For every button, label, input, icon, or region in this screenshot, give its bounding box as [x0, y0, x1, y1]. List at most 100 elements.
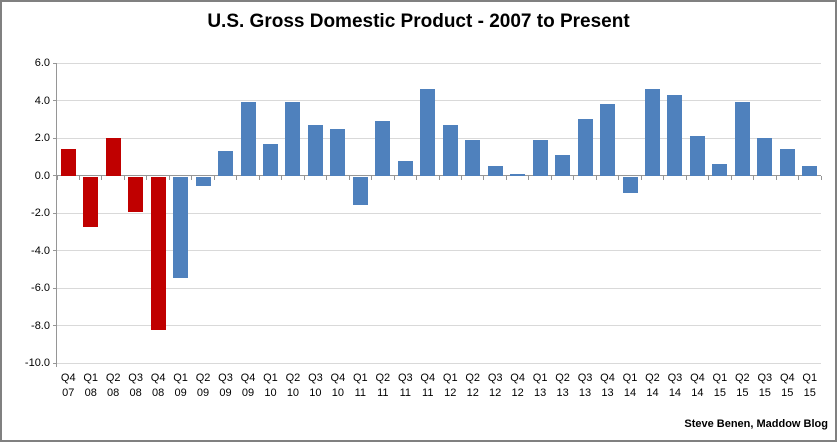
x-tick-label: Q3 11	[397, 372, 413, 399]
gridline--6.0	[57, 287, 821, 289]
x-axis-tick	[595, 175, 597, 180]
y-axis-tick	[53, 250, 57, 251]
x-axis-tick	[56, 175, 58, 180]
x-tick-label: Q4 08	[150, 372, 166, 399]
bar-Q4-11	[420, 89, 436, 176]
x-tick-label: Q3 08	[128, 372, 143, 399]
x-axis-tick	[371, 175, 373, 180]
x-axis-tick	[730, 175, 732, 180]
x-tick-label: Q1 09	[173, 372, 188, 399]
bar-Q4-12	[510, 173, 526, 176]
y-axis-tick	[53, 362, 57, 364]
bar-Q3-08	[128, 176, 144, 213]
x-axis-tick	[146, 175, 148, 180]
y-axis-tick	[53, 62, 57, 64]
x-axis-tick	[775, 175, 777, 180]
bar-Q1-13	[532, 139, 548, 176]
x-tick-label: Q3 12	[487, 372, 503, 399]
x-tick-label: Q3 15	[757, 372, 773, 399]
gridline-4.0	[57, 100, 821, 101]
x-tick-label: Q1 12	[442, 372, 458, 399]
bar-Q1-10	[262, 143, 278, 176]
y-tick-label: 0.0	[34, 169, 50, 182]
x-axis-tick	[753, 175, 755, 180]
y-tick-label: -2.0	[31, 207, 50, 219]
x-axis-tick	[258, 175, 260, 180]
bar-Q1-12	[442, 124, 458, 176]
x-tick-label: Q4 14	[690, 372, 705, 399]
y-axis-tick	[53, 212, 57, 214]
x-axis-tick	[820, 175, 822, 180]
bar-Q2-08	[105, 138, 121, 176]
x-axis-tick	[640, 175, 642, 180]
bar-Q2-09	[195, 176, 211, 186]
x-axis-tick	[281, 175, 283, 180]
gridline--2.0	[57, 212, 821, 214]
x-axis-tick	[326, 175, 328, 180]
x-axis-tick	[618, 175, 620, 180]
x-axis-tick	[236, 175, 238, 180]
bar-Q1-09	[173, 176, 189, 278]
y-tick-label: 2.0	[34, 132, 50, 144]
x-axis-tick	[78, 175, 80, 180]
x-tick-label: Q1 14	[622, 372, 638, 399]
y-axis-tick	[53, 175, 57, 176]
y-tick-label: 4.0	[34, 94, 50, 107]
y-tick-label: -4.0	[31, 244, 50, 257]
x-axis-tick	[460, 175, 462, 180]
x-axis-tick	[798, 175, 800, 180]
x-tick-label: Q1 13	[532, 372, 548, 399]
x-tick-label: Q2 12	[465, 372, 481, 399]
x-axis-tick	[303, 175, 305, 180]
x-tick-label: Q4 10	[330, 372, 346, 399]
y-tick-label: -10.0	[24, 357, 50, 369]
x-axis-tick	[550, 175, 552, 180]
x-tick-label: Q4 13	[600, 372, 615, 399]
y-axis-tick	[53, 100, 57, 101]
x-tick-label: Q2 15	[735, 372, 750, 399]
x-axis-tick	[213, 175, 215, 180]
x-tick-label: Q1 10	[263, 372, 278, 399]
x-tick-label: Q1 08	[83, 372, 99, 399]
bar-Q1-14	[622, 176, 638, 194]
bar-Q2-14	[644, 89, 660, 176]
bar-Q3-15	[757, 138, 773, 176]
x-tick-label: Q1 15	[802, 372, 818, 399]
bar-Q1-11	[352, 176, 368, 205]
gridline-6.0	[57, 62, 821, 64]
x-axis-tick	[528, 175, 530, 180]
x-axis-tick	[505, 175, 507, 180]
x-tick-label: Q3 14	[667, 372, 683, 399]
x-tick-label: Q4 15	[779, 372, 795, 399]
x-axis-tick	[573, 175, 575, 180]
bar-Q2-15	[734, 102, 750, 176]
y-axis-tick	[53, 287, 57, 289]
x-axis-tick	[438, 175, 440, 180]
x-axis-tick	[685, 175, 687, 180]
x-tick-label: Q2 13	[555, 372, 570, 399]
bar-Q4-14	[689, 136, 705, 176]
bar-Q2-13	[555, 154, 571, 176]
bar-Q2-11	[375, 121, 391, 176]
x-tick-label: Q2 14	[645, 372, 660, 399]
x-tick-label: Q4 11	[420, 372, 436, 399]
y-tick-label: 6.0	[34, 57, 50, 69]
bar-Q3-11	[397, 160, 413, 176]
bar-Q3-13	[577, 119, 593, 176]
x-axis-tick	[416, 175, 418, 180]
x-tick-label: Q4 09	[240, 372, 256, 399]
bar-Q4-15	[779, 149, 795, 176]
x-tick-label: Q4 12	[510, 372, 525, 399]
gridline--10.0	[57, 362, 821, 364]
bar-Q4-08	[150, 176, 166, 331]
bar-Q3-12	[487, 166, 503, 176]
x-tick-label: Q2 10	[285, 372, 301, 399]
x-axis-tick	[348, 175, 350, 180]
x-axis-tick	[191, 175, 193, 180]
y-axis-line	[56, 63, 57, 367]
bar-Q4-09	[240, 102, 256, 176]
gridline--8.0	[57, 325, 821, 326]
gridline--4.0	[57, 250, 821, 251]
x-axis-tick	[708, 175, 710, 180]
